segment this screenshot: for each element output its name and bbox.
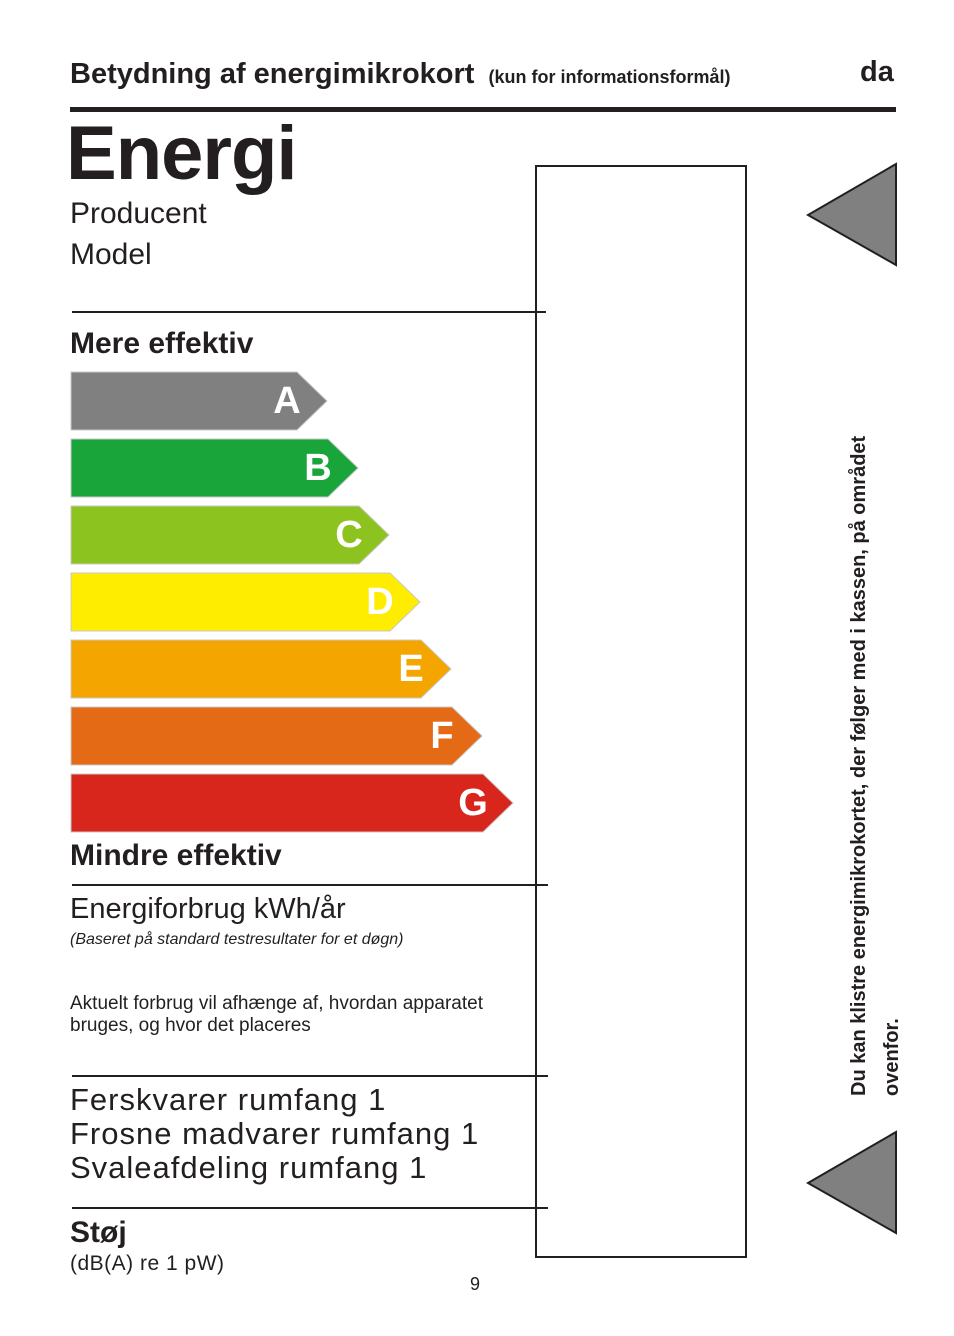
- side-note: Du kan klistre energimikrokortet, der fø…: [843, 276, 909, 1096]
- sticker-area: [535, 165, 747, 1258]
- header-title: Betydning af energimikrokort: [70, 58, 474, 90]
- arrow-down-icon: [806, 1130, 898, 1236]
- energy-class-arrow: [70, 773, 515, 833]
- noise-title: Støj: [70, 1216, 127, 1250]
- consumption-label: Energiforbrug kWh/år: [70, 893, 346, 926]
- energy-class-letter: E: [391, 639, 431, 699]
- energy-class-c: C: [70, 505, 391, 565]
- energy-class-a: A: [70, 371, 329, 431]
- divider-2: [72, 884, 548, 886]
- volume-fresh: Ferskvarer rumfang 1: [70, 1083, 479, 1117]
- side-note-line-2: ovenfor.: [876, 276, 909, 1096]
- energy-class-letter: B: [298, 438, 338, 498]
- divider-3: [72, 1075, 548, 1077]
- energy-class-letter: C: [329, 505, 369, 565]
- less-efficient-label: Mindre effektiv: [70, 839, 282, 873]
- energy-heading: Energi: [66, 110, 297, 197]
- energy-class-g: G: [70, 773, 515, 833]
- producer-label: Producent: [70, 197, 207, 231]
- header-note: (kun for informationsformål): [488, 67, 730, 87]
- energy-class-e: E: [70, 639, 453, 699]
- language-code: da: [860, 56, 894, 89]
- arrow-up-icon: [806, 162, 898, 268]
- volume-cool: Svaleafdeling rumfang 1: [70, 1151, 479, 1185]
- noise-unit: (dB(A) re 1 pW): [70, 1252, 225, 1276]
- energy-class-letter: D: [360, 572, 400, 632]
- page-header: Betydning af energimikrokort (kun for inf…: [70, 58, 730, 91]
- consumption-note: (Baseret på standard testresultater for …: [70, 931, 404, 949]
- energy-class-letter: F: [422, 706, 462, 766]
- divider-4: [72, 1207, 548, 1209]
- energy-class-b: B: [70, 438, 360, 498]
- page-number: 9: [470, 1274, 480, 1295]
- actual-consumption-note: Aktuelt forbrug vil afhænge af, hvordan …: [70, 993, 530, 1037]
- volume-frozen: Frosne madvarer rumfang 1: [70, 1117, 479, 1151]
- energy-class-f: F: [70, 706, 484, 766]
- energy-class-d: D: [70, 572, 422, 632]
- energy-class-letter: A: [267, 371, 307, 431]
- volume-list: Ferskvarer rumfang 1 Frosne madvarer rum…: [70, 1083, 479, 1185]
- side-note-line-1: Du kan klistre energimikrokortet, der fø…: [843, 276, 876, 1096]
- model-label: Model: [70, 238, 152, 272]
- more-efficient-label: Mere effektiv: [70, 327, 253, 361]
- divider-1: [72, 311, 546, 313]
- energy-class-letter: G: [453, 773, 493, 833]
